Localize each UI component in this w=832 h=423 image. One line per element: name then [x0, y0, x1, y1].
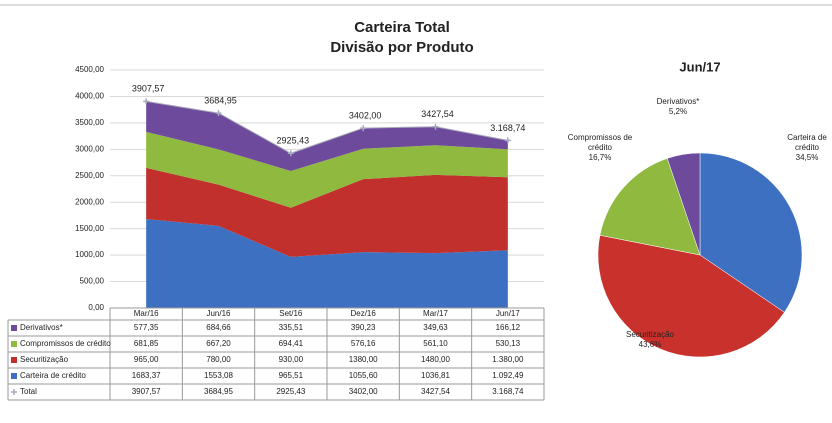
- y-tick-label: 3500,00: [75, 118, 104, 127]
- area: [146, 101, 508, 172]
- pie-label: Compromissos de crédito: [567, 133, 633, 152]
- total-label: 3.168,74: [490, 123, 525, 133]
- pie-value-label: 34,5%: [795, 153, 819, 162]
- area: [146, 218, 508, 308]
- total-label: 2925,43: [277, 136, 310, 146]
- x-tick-label: Mar/17: [423, 309, 448, 318]
- table-cell: 1380,00: [349, 355, 378, 364]
- pie-label: Derivativos*: [656, 97, 700, 106]
- total-marker: [504, 137, 511, 144]
- table-cell: 561,10: [423, 339, 448, 348]
- table-cell: 166,12: [496, 323, 521, 332]
- legend-swatch: [11, 325, 17, 331]
- table-cell: 1553,08: [204, 371, 233, 380]
- chart-title: Carteira Total: [354, 19, 450, 36]
- y-tick-label: 3000,00: [75, 144, 104, 153]
- legend-swatch: [11, 373, 17, 379]
- table-cell: 780,00: [206, 355, 231, 364]
- legend-label: Carteira de crédito: [20, 371, 86, 380]
- table-cell: 3427,54: [421, 387, 450, 396]
- legend-label: Derivativos*: [20, 323, 63, 332]
- legend-swatch: [11, 389, 17, 395]
- table-cell: 930,00: [279, 355, 304, 364]
- x-tick-label: Dez/16: [350, 309, 376, 318]
- y-tick-label: 500,00: [80, 277, 105, 286]
- table-cell: 349,63: [423, 323, 448, 332]
- total-marker: [215, 110, 222, 117]
- table-cell: 3684,95: [204, 387, 233, 396]
- total-marker: [432, 123, 439, 130]
- table-cell: 667,20: [206, 339, 231, 348]
- chart-subtitle: Divisão por Produto: [330, 39, 473, 56]
- table-cell: 1683,37: [132, 371, 161, 380]
- area: [146, 167, 508, 257]
- x-tick-label: Jun/16: [206, 309, 231, 318]
- table-cell: 3907,57: [132, 387, 161, 396]
- total-marker: [360, 125, 367, 132]
- pie-slice: [597, 234, 785, 358]
- pie-value-label: 43,6%: [638, 340, 662, 349]
- y-tick-label: 1000,00: [75, 250, 104, 259]
- table-cell: 3402,00: [349, 387, 378, 396]
- table-cell: 390,23: [351, 323, 376, 332]
- pie-value-label: 5,2%: [668, 107, 688, 116]
- pie-slice: [666, 152, 701, 256]
- total-label: 3402,00: [349, 110, 382, 120]
- table-cell: 965,51: [279, 371, 304, 380]
- table-cell: 1.380,00: [492, 355, 524, 364]
- total-marker: [143, 98, 150, 105]
- y-tick-label: 2500,00: [75, 171, 104, 180]
- pie-title: Jun/17: [679, 59, 720, 74]
- table-cell: 2925,43: [276, 387, 305, 396]
- table-cell: 335,51: [279, 323, 304, 332]
- table-cell: 1.092,49: [492, 371, 524, 380]
- x-tick-label: Jun/17: [496, 309, 521, 318]
- y-tick-label: 4000,00: [75, 92, 104, 101]
- area: [146, 131, 508, 208]
- total-label: 3907,57: [132, 84, 165, 94]
- table-cell: 1036,81: [421, 371, 450, 380]
- table-cell: 684,66: [206, 323, 231, 332]
- table-cell: 681,85: [134, 339, 159, 348]
- table-cell: 694,41: [279, 339, 304, 348]
- total-label: 3427,54: [421, 109, 454, 119]
- pie-slice: [599, 158, 701, 256]
- table-cell: 1055,60: [349, 371, 378, 380]
- table-cell: 576,16: [351, 339, 376, 348]
- legend-swatch: [11, 357, 17, 363]
- total-line: [146, 100, 508, 154]
- table-cell: 965,00: [134, 355, 159, 364]
- pie-slice: [699, 152, 803, 313]
- table-cell: 1480,00: [421, 355, 450, 364]
- pie-label: Securitização: [625, 330, 675, 339]
- total-marker: [287, 150, 294, 157]
- total-label: 3684,95: [204, 95, 237, 105]
- x-tick-label: Mar/16: [134, 309, 159, 318]
- legend-label: Total: [20, 387, 37, 396]
- legend-label: Compromissos de crédito: [20, 339, 111, 348]
- y-tick-label: 4500,00: [75, 65, 104, 74]
- pie-label: Carteira de crédito: [787, 133, 827, 152]
- table-cell: 3.168,74: [492, 387, 524, 396]
- x-tick-label: Set/16: [279, 309, 303, 318]
- pie-value-label: 16,7%: [588, 153, 612, 162]
- y-tick-label: 2000,00: [75, 197, 104, 206]
- y-tick-label: 1500,00: [75, 224, 104, 233]
- table-cell: 530,13: [496, 339, 521, 348]
- y-tick-label: 0,00: [88, 303, 104, 312]
- table-cell: 577,35: [134, 323, 159, 332]
- legend-swatch: [11, 341, 17, 347]
- legend-label: Securitização: [20, 355, 69, 364]
